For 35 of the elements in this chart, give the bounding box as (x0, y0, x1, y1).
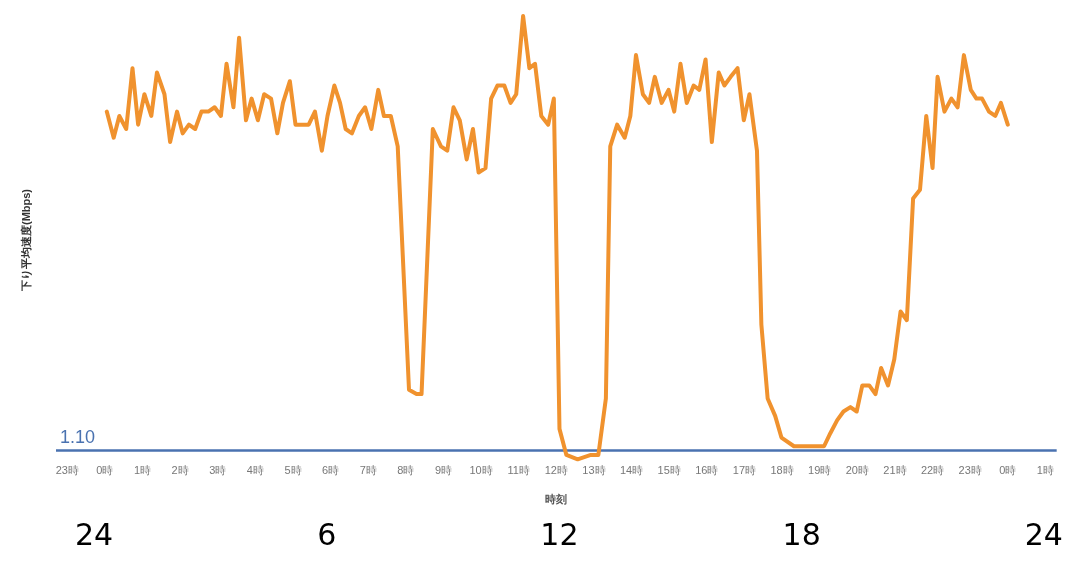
x-tick-label: 21時 (883, 464, 907, 477)
x-tick-label: 14時 (619, 464, 644, 477)
x-tick-label: 11時 (507, 464, 530, 477)
x-tick-label: 3時 (209, 464, 227, 477)
x-tick-label: 0時 (999, 464, 1017, 477)
x-tick-label: 22時 (920, 464, 945, 477)
x-tick-label: 6時 (322, 464, 340, 477)
x-tick-label: 23時 (55, 464, 79, 477)
x-tick-label: 9時 (434, 464, 453, 477)
x-tick-label: 1時 (133, 464, 152, 477)
text: 6 (317, 516, 337, 554)
x-tick-label: 20時 (845, 464, 869, 477)
x-tick-label: 13時 (582, 464, 606, 477)
x-tick-label: 12時 (544, 464, 568, 477)
text: 24 (1024, 516, 1063, 554)
x-tick-label: 16時 (695, 464, 719, 477)
x-tick-label: 7時 (359, 464, 377, 477)
x-tick-label: 2時 (171, 464, 189, 477)
x-tick-label: 8時 (397, 464, 415, 477)
x-tick-label: 5時 (284, 464, 302, 477)
text: 24 (75, 516, 114, 554)
x-tick-label: 1時 (1036, 464, 1054, 477)
x-tick-label: 0時 (96, 464, 114, 477)
text: 12 (540, 516, 579, 554)
x-axis-title: 時刻 (545, 493, 568, 506)
y-axis-title: 下り平均速度(Mbps) (18, 188, 33, 292)
x-tick-label: 18時 (770, 464, 794, 477)
x-tick-label: 19時 (808, 464, 832, 477)
x-tick-label: 10時 (469, 464, 493, 477)
x-tick-label: 23時 (958, 464, 982, 477)
annotation: 1.10 (60, 426, 96, 447)
text: 18 (782, 516, 821, 554)
x-tick-label: 17時 (732, 464, 757, 477)
x-tick-label: 4時 (246, 464, 264, 477)
x-tick-label: 15時 (657, 464, 681, 477)
